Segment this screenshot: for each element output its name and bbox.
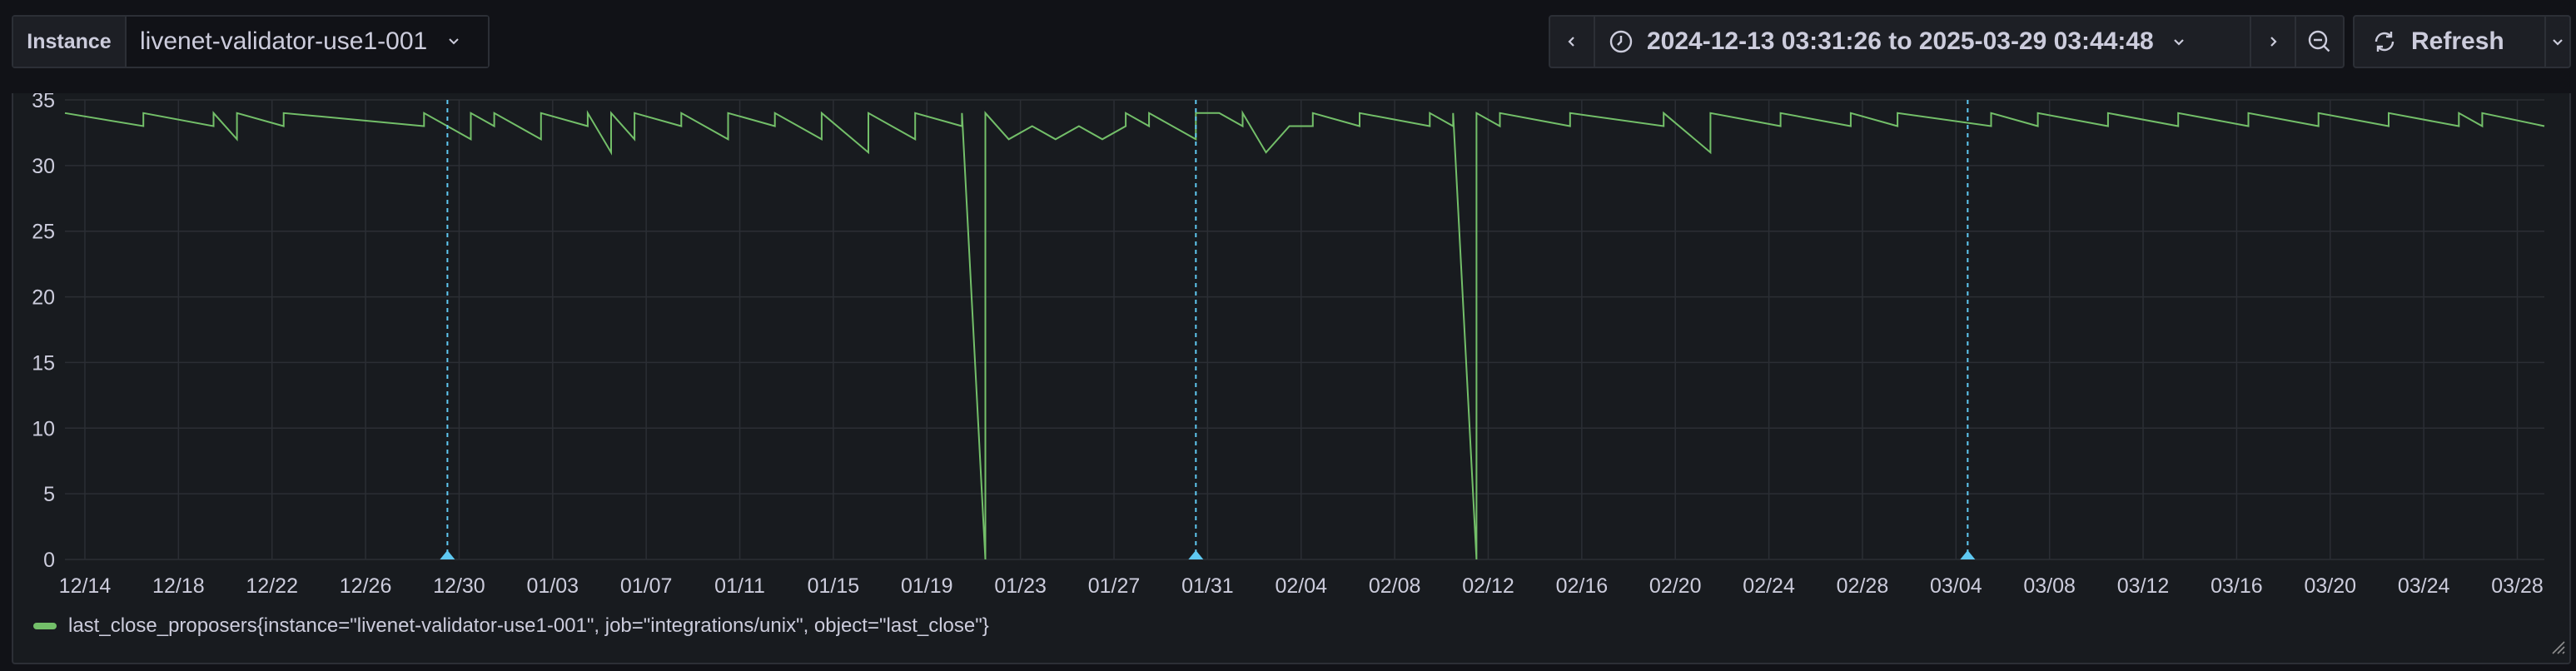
instance-variable-label: Instance [13, 17, 127, 67]
x-tick-label: 01/11 [714, 574, 765, 598]
x-tick-label: 12/26 [340, 574, 392, 598]
y-tick-label: 25 [32, 221, 55, 244]
annotation-triangle [440, 550, 455, 559]
x-tick-label: 02/28 [1837, 574, 1889, 598]
annotation-triangle [1960, 550, 1976, 559]
y-tick-label: 0 [43, 549, 55, 572]
series-line [64, 110, 2545, 560]
time-range-back-button[interactable] [1549, 15, 1595, 68]
x-tick-label: 12/14 [59, 574, 112, 598]
x-tick-label: 12/30 [433, 574, 485, 598]
refresh-label: Refresh [2411, 27, 2504, 55]
chevron-down-icon [2549, 33, 2566, 50]
x-tick-label: 01/15 [808, 574, 860, 598]
y-tick-label: 30 [32, 155, 55, 178]
instance-select-value: livenet-validator-use1-001 [140, 27, 428, 55]
clock-icon [1609, 29, 1634, 54]
time-range-forward-button[interactable] [2250, 15, 2296, 68]
legend-series-name[interactable]: last_close_proposers{instance="livenet-v… [68, 614, 989, 637]
timeseries-panel: 0 5 10 15 20 25 30 35 12/14 12/18 12/22 12/26 12/30 0… [12, 93, 2571, 664]
y-tick-label: 35 [32, 93, 55, 112]
x-tick-label: 12/22 [246, 574, 298, 598]
x-tick-label: 02/08 [1369, 574, 1421, 598]
x-tick-label: 01/23 [994, 574, 1047, 598]
x-tick-label: 01/31 [1181, 574, 1234, 598]
x-tick-label: 01/19 [901, 574, 953, 598]
x-tick-label: 02/24 [1743, 574, 1795, 598]
y-tick-label: 15 [32, 351, 55, 375]
chevron-right-icon [2265, 33, 2281, 50]
panel-resize-handle-icon[interactable] [2548, 637, 2566, 659]
y-tick-label: 5 [43, 483, 55, 506]
y-tick-label: 20 [32, 286, 55, 310]
refresh-icon [2371, 28, 2398, 55]
chevron-left-icon [1564, 33, 1580, 50]
x-tick-label: 03/08 [2023, 574, 2076, 598]
x-tick-label: 02/12 [1462, 574, 1514, 598]
chart-legend[interactable]: last_close_proposers{instance="livenet-v… [33, 611, 989, 641]
legend-swatch [33, 623, 57, 629]
x-tick-label: 03/24 [2398, 574, 2450, 598]
x-tick-label: 01/07 [620, 574, 673, 598]
line-chart[interactable]: 0 5 10 15 20 25 30 35 12/14 12/18 12/22 12/26 12/30 0… [13, 93, 2573, 609]
x-tick-label: 03/12 [2117, 574, 2170, 598]
x-tick-label: 03/28 [2491, 574, 2544, 598]
zoom-out-icon [2306, 28, 2333, 55]
zoom-out-button[interactable] [2295, 15, 2345, 68]
x-tick-label: 03/20 [2305, 574, 2357, 598]
annotation-triangle [1188, 550, 1204, 559]
x-tick-label: 01/27 [1088, 574, 1141, 598]
x-tick-label: 03/16 [2210, 574, 2263, 598]
chevron-down-icon [2171, 33, 2187, 50]
refresh-button[interactable]: Refresh [2353, 15, 2546, 68]
x-tick-label: 03/04 [1930, 574, 1982, 598]
x-tick-label: 12/18 [152, 574, 205, 598]
time-range-picker[interactable]: 2024-12-13 03:31:26 to 2025-03-29 03:44:… [1594, 15, 2251, 68]
refresh-interval-dropdown[interactable] [2544, 15, 2571, 68]
x-tick-label: 02/04 [1275, 574, 1327, 598]
y-tick-label: 10 [32, 417, 55, 440]
time-range-text: 2024-12-13 03:31:26 to 2025-03-29 03:44:… [1647, 27, 2154, 55]
x-tick-label: 02/20 [1649, 574, 1702, 598]
chevron-down-icon [445, 27, 462, 56]
x-tick-label: 01/03 [527, 574, 579, 598]
instance-variable: Instance livenet-validator-use1-001 [12, 15, 490, 68]
dashboard-toolbar: Instance livenet-validator-use1-001 2024… [0, 0, 2576, 93]
x-tick-label: 02/16 [1556, 574, 1609, 598]
instance-select[interactable]: livenet-validator-use1-001 [127, 17, 488, 67]
